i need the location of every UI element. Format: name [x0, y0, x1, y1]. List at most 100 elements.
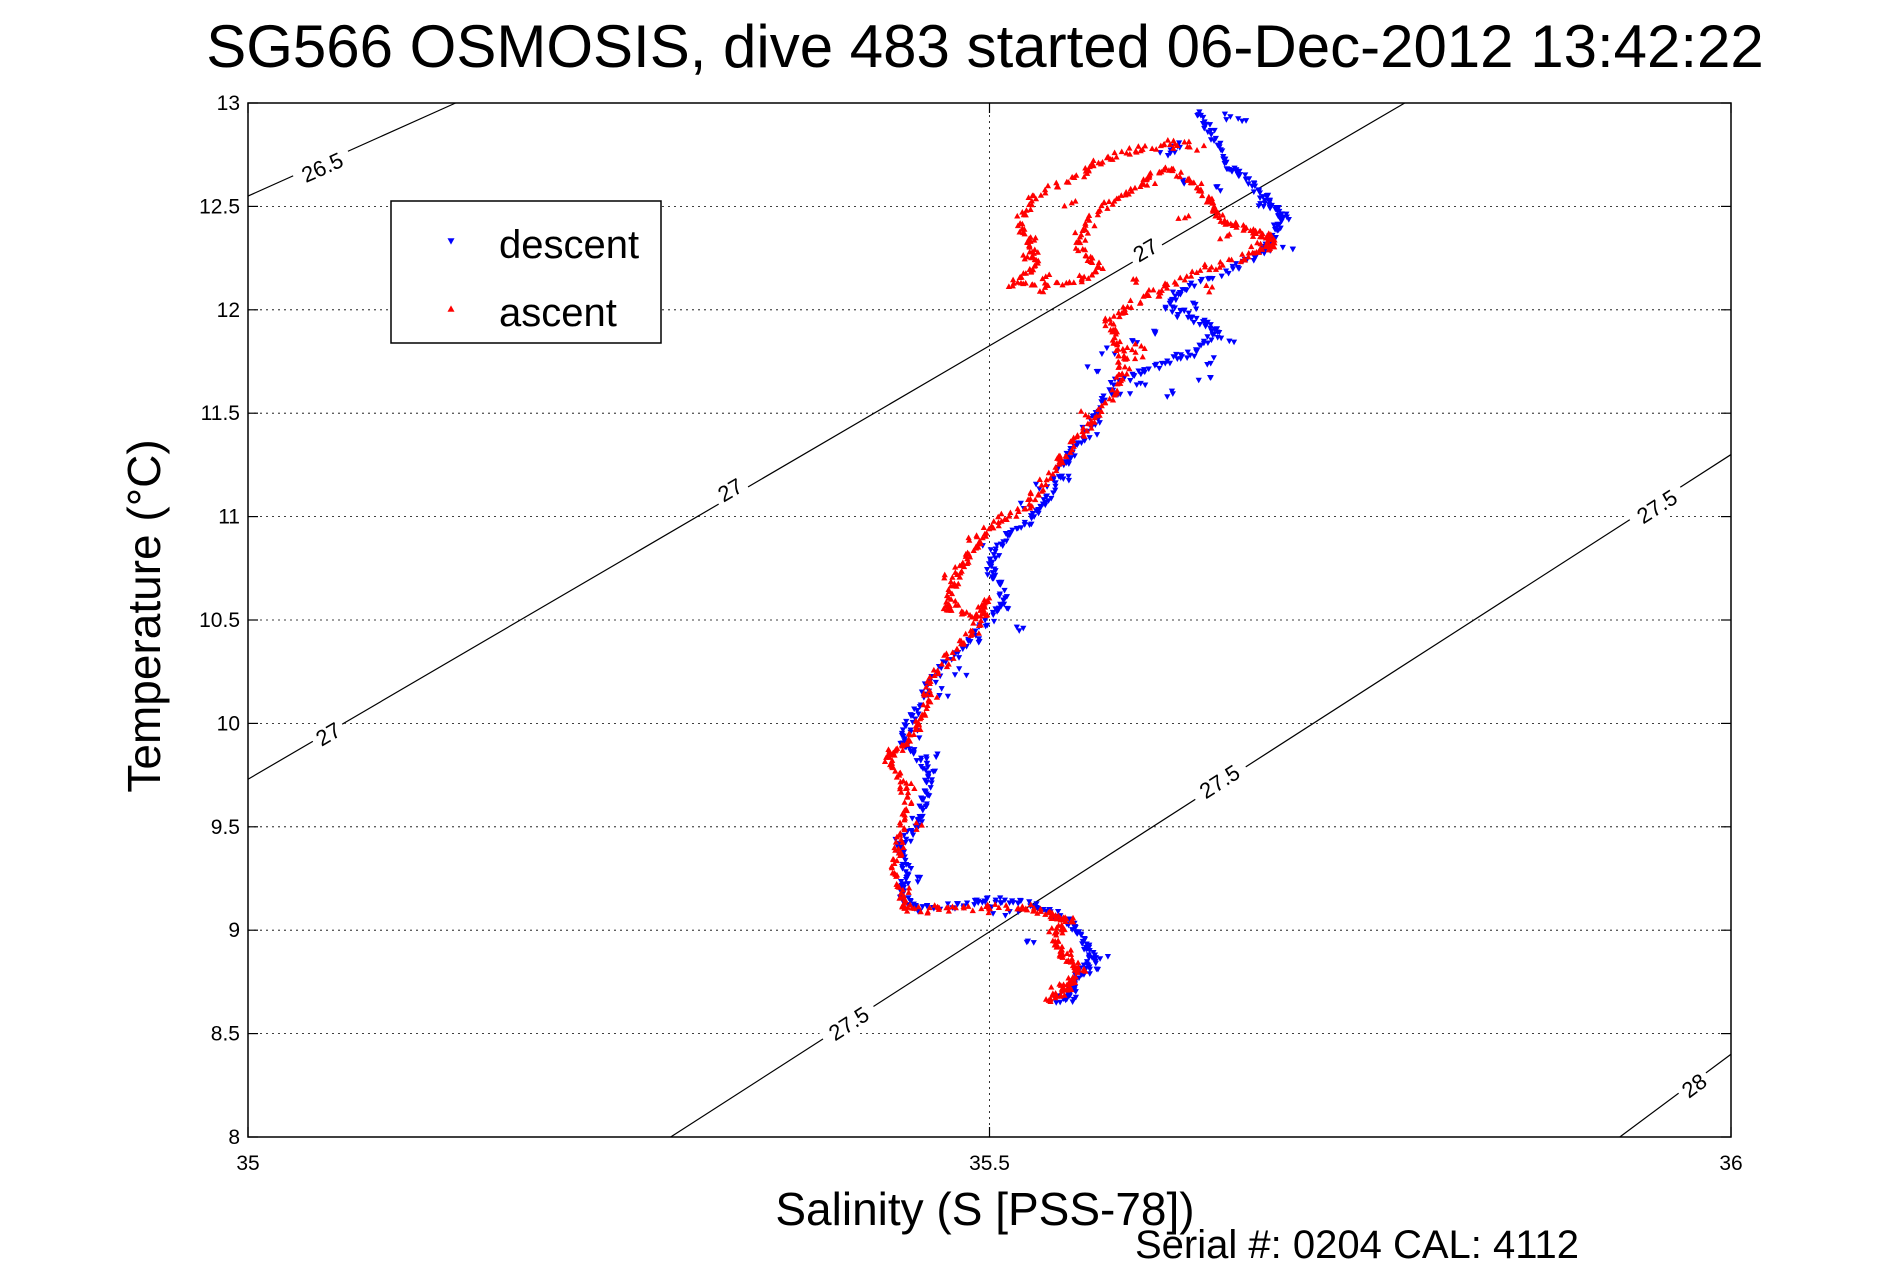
- data-point-descent: [1092, 960, 1099, 967]
- data-point-descent: [914, 874, 921, 881]
- data-point-ascent: [958, 640, 965, 647]
- data-point-ascent: [1035, 491, 1042, 497]
- data-point-ascent: [1072, 229, 1079, 236]
- data-point-descent: [984, 895, 991, 902]
- data-point-descent: [1272, 206, 1279, 213]
- data-point-descent: [1072, 989, 1079, 995]
- data-point-ascent: [899, 747, 906, 753]
- data-point-ascent: [1024, 253, 1031, 260]
- data-point-ascent: [919, 711, 926, 717]
- data-point-ascent: [1081, 246, 1089, 253]
- data-point-ascent: [901, 905, 908, 911]
- data-point-ascent: [1025, 194, 1032, 201]
- data-point-ascent: [1197, 267, 1204, 273]
- data-point-ascent: [949, 903, 956, 910]
- data-point-descent: [1091, 952, 1099, 959]
- data-point-descent: [898, 732, 906, 739]
- data-point-descent: [1250, 189, 1257, 195]
- data-point-descent: [1177, 356, 1184, 362]
- data-point-ascent: [1067, 449, 1074, 455]
- data-point-ascent: [945, 908, 952, 914]
- data-point-descent: [1020, 625, 1027, 632]
- data-point-ascent: [908, 780, 915, 787]
- data-point-ascent: [1069, 958, 1076, 965]
- data-point-ascent: [1058, 926, 1065, 933]
- data-point-ascent: [1193, 146, 1201, 153]
- data-point-ascent: [1123, 149, 1130, 156]
- data-point-descent: [903, 836, 910, 843]
- data-point-ascent: [1068, 986, 1075, 993]
- data-point-ascent: [926, 904, 933, 911]
- data-point-ascent: [1209, 206, 1216, 213]
- data-point-ascent: [1049, 992, 1056, 998]
- data-point-descent: [993, 542, 1000, 549]
- data-point-ascent: [960, 904, 967, 911]
- data-point-ascent: [1081, 173, 1088, 180]
- data-point-descent: [1200, 338, 1208, 345]
- data-point-ascent: [1006, 513, 1013, 519]
- data-point-descent: [1232, 261, 1240, 267]
- data-point-ascent: [1216, 264, 1223, 270]
- data-point-ascent: [885, 746, 892, 753]
- data-point-descent: [1225, 270, 1232, 277]
- data-point-ascent: [1028, 267, 1035, 274]
- data-point-descent: [987, 556, 994, 563]
- data-point-descent: [1191, 353, 1198, 360]
- data-point-descent: [1015, 900, 1022, 907]
- data-point-descent: [909, 713, 916, 719]
- data-point-descent: [997, 582, 1004, 588]
- series-descent: [892, 109, 1296, 1006]
- data-point-ascent: [923, 705, 930, 712]
- data-point-descent: [1217, 188, 1224, 194]
- data-point-ascent: [1257, 228, 1264, 234]
- data-point-descent: [1142, 382, 1149, 389]
- data-point-ascent: [916, 721, 923, 728]
- data-point-ascent: [1132, 279, 1140, 285]
- x-tick-label: 35: [236, 1152, 259, 1175]
- data-point-descent: [1218, 335, 1225, 342]
- data-point-ascent: [1131, 355, 1139, 362]
- data-point-descent: [1263, 194, 1270, 200]
- data-point-ascent: [1027, 206, 1034, 212]
- data-point-ascent: [980, 602, 987, 609]
- data-point-descent: [1172, 293, 1179, 300]
- data-point-ascent: [1199, 192, 1206, 199]
- data-point-ascent: [940, 605, 947, 612]
- data-point-descent: [914, 708, 921, 714]
- data-point-descent: [1189, 300, 1197, 307]
- data-point-ascent: [1101, 399, 1109, 406]
- data-point-descent: [1229, 266, 1237, 272]
- data-point-descent: [1204, 340, 1212, 347]
- data-point-ascent: [1066, 278, 1073, 285]
- data-point-ascent: [966, 537, 973, 543]
- isopycnal-line-27: [247, 102, 1406, 780]
- data-point-ascent: [1086, 217, 1093, 223]
- data-point-ascent: [1110, 340, 1117, 346]
- data-point-ascent: [1138, 342, 1145, 349]
- data-point-descent: [1256, 195, 1264, 202]
- data-point-descent: [903, 718, 910, 725]
- data-point-ascent: [1074, 432, 1081, 438]
- data-point-descent: [1063, 450, 1070, 457]
- data-point-descent: [1086, 942, 1093, 949]
- data-point-ascent: [966, 611, 974, 618]
- data-point-descent: [928, 777, 935, 783]
- data-point-descent: [1208, 328, 1215, 335]
- data-point-ascent: [1034, 249, 1041, 255]
- data-point-ascent: [941, 574, 948, 581]
- data-point-ascent: [1083, 427, 1091, 434]
- data-point-descent: [965, 638, 972, 645]
- data-point-descent: [903, 874, 911, 880]
- data-point-descent: [1190, 319, 1197, 326]
- data-point-descent: [898, 882, 905, 889]
- data-point-descent: [1270, 222, 1277, 229]
- data-point-ascent: [1190, 179, 1197, 185]
- data-point-descent: [1069, 999, 1076, 1005]
- data-point-ascent: [1228, 256, 1235, 263]
- data-point-descent: [924, 764, 932, 771]
- data-point-ascent: [1115, 352, 1122, 359]
- data-point-descent: [1052, 480, 1059, 486]
- data-point-ascent: [1264, 232, 1271, 239]
- isopycnal-label-bg: [1624, 478, 1690, 535]
- data-point-descent: [932, 679, 939, 686]
